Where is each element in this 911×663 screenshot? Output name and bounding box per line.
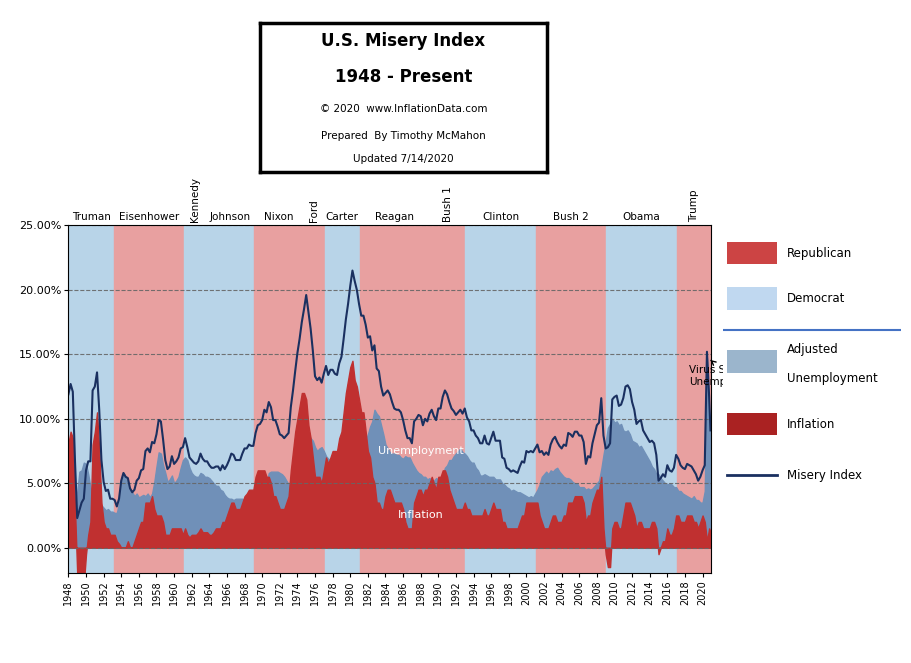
Text: Prepared  By Timothy McMahon: Prepared By Timothy McMahon: [321, 131, 486, 141]
Bar: [465, 225, 536, 573]
Text: Johnson: Johnson: [210, 212, 251, 222]
Bar: [303, 225, 324, 573]
Text: Democrat: Democrat: [786, 292, 844, 305]
Text: Truman: Truman: [72, 212, 110, 222]
Bar: [676, 225, 711, 573]
Text: Inflation: Inflation: [397, 511, 443, 520]
Bar: [536, 225, 606, 573]
FancyBboxPatch shape: [726, 412, 775, 436]
Text: Kennedy: Kennedy: [190, 177, 200, 222]
Bar: [183, 225, 207, 573]
Text: 1948 - Present: 1948 - Present: [334, 68, 472, 86]
Text: Adjusted: Adjusted: [786, 343, 838, 357]
Text: Trump: Trump: [689, 190, 699, 222]
Text: Virus Spike in
Unemployment: Virus Spike in Unemployment: [689, 361, 769, 387]
Bar: [114, 225, 183, 573]
Text: Misery Index: Misery Index: [786, 469, 861, 482]
Text: Updated 7/14/2020: Updated 7/14/2020: [353, 154, 454, 164]
Bar: [207, 225, 254, 573]
FancyBboxPatch shape: [726, 241, 775, 265]
Bar: [359, 225, 430, 573]
Text: Republican: Republican: [786, 247, 852, 259]
Text: Bush 1: Bush 1: [443, 186, 453, 222]
Text: U.S. Misery Index: U.S. Misery Index: [322, 32, 485, 50]
Text: Inflation: Inflation: [786, 418, 834, 430]
Text: Bush 2: Bush 2: [553, 212, 589, 222]
Bar: [430, 225, 465, 573]
FancyBboxPatch shape: [726, 287, 775, 310]
Text: Eisenhower: Eisenhower: [118, 212, 179, 222]
Bar: [68, 225, 114, 573]
Text: Clinton: Clinton: [482, 212, 518, 222]
Bar: [606, 225, 676, 573]
Text: Unemployment: Unemployment: [786, 372, 877, 385]
Text: © 2020  www.InflationData.com: © 2020 www.InflationData.com: [320, 103, 486, 114]
Bar: [324, 225, 359, 573]
Text: Nixon: Nixon: [263, 212, 293, 222]
Bar: [254, 225, 303, 573]
Text: Carter: Carter: [325, 212, 358, 222]
Text: Obama: Obama: [622, 212, 660, 222]
FancyBboxPatch shape: [726, 350, 775, 373]
Text: Reagan: Reagan: [375, 212, 414, 222]
Text: Ford: Ford: [309, 200, 319, 222]
Text: Unemployment: Unemployment: [377, 446, 463, 456]
